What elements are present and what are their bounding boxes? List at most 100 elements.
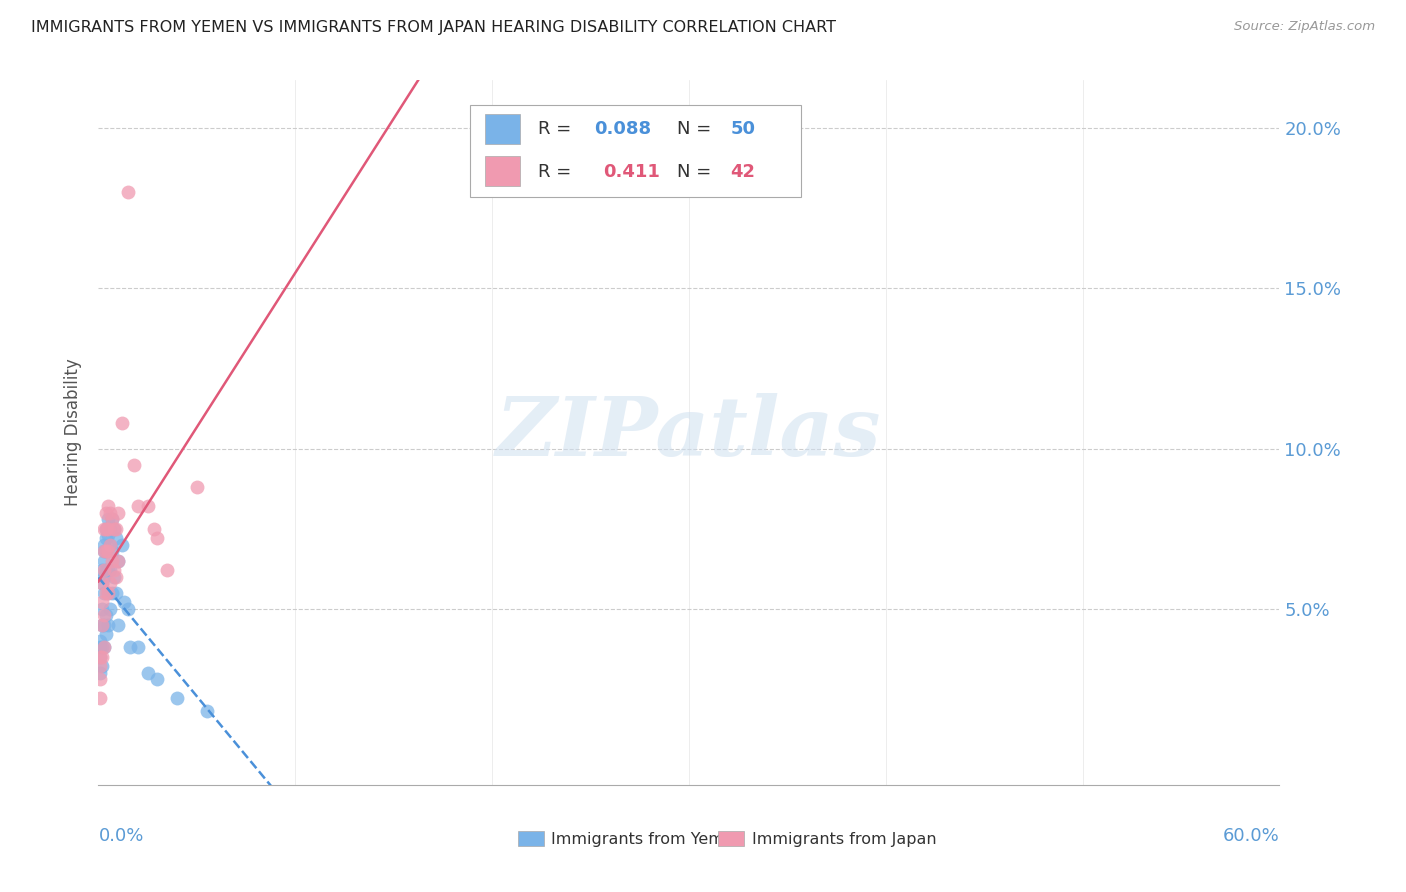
Point — [107, 506, 129, 520]
FancyBboxPatch shape — [718, 830, 744, 847]
Point — [103, 563, 125, 577]
FancyBboxPatch shape — [471, 105, 801, 196]
Point — [89, 633, 111, 648]
Text: 0.411: 0.411 — [603, 162, 659, 181]
Point — [93, 640, 115, 655]
Point — [166, 691, 188, 706]
Point — [122, 458, 145, 472]
Point — [93, 586, 115, 600]
Point — [136, 500, 159, 514]
Text: 0.088: 0.088 — [595, 120, 651, 138]
Point — [186, 480, 208, 494]
Point — [111, 416, 134, 430]
Point — [91, 576, 114, 591]
Point — [107, 554, 129, 568]
Text: 60.0%: 60.0% — [1223, 827, 1279, 846]
Point — [97, 586, 120, 600]
Point — [89, 649, 111, 664]
Text: N =: N = — [678, 120, 717, 138]
Point — [105, 586, 128, 600]
Point — [103, 570, 125, 584]
Point — [89, 659, 111, 673]
Point — [101, 554, 124, 568]
Point — [93, 563, 115, 577]
Point — [105, 522, 128, 536]
Point — [89, 640, 111, 655]
Point — [105, 570, 128, 584]
Text: N =: N = — [678, 162, 717, 181]
Point — [97, 512, 120, 526]
Point — [89, 649, 111, 664]
Point — [96, 506, 118, 520]
Point — [103, 522, 125, 536]
FancyBboxPatch shape — [485, 114, 520, 144]
Point — [91, 563, 114, 577]
Point — [89, 665, 111, 680]
Point — [142, 522, 165, 536]
Point — [101, 544, 124, 558]
Point — [97, 586, 120, 600]
Point — [101, 512, 124, 526]
Point — [89, 691, 111, 706]
Point — [136, 665, 159, 680]
Point — [118, 640, 141, 655]
Point — [96, 586, 118, 600]
Point — [91, 617, 114, 632]
Point — [91, 601, 114, 615]
Point — [91, 659, 114, 673]
Point — [97, 563, 120, 577]
Point — [96, 627, 118, 641]
Point — [91, 576, 114, 591]
Point — [93, 608, 115, 623]
Point — [97, 544, 120, 558]
Text: 0.0%: 0.0% — [98, 827, 143, 846]
Point — [96, 563, 118, 577]
Text: IMMIGRANTS FROM YEMEN VS IMMIGRANTS FROM JAPAN HEARING DISABILITY CORRELATION CH: IMMIGRANTS FROM YEMEN VS IMMIGRANTS FROM… — [31, 20, 837, 35]
Text: 50: 50 — [730, 120, 755, 138]
Point — [103, 522, 125, 536]
Text: 42: 42 — [730, 162, 755, 181]
Text: R =: R = — [537, 162, 582, 181]
Point — [107, 554, 129, 568]
Point — [93, 544, 115, 558]
Point — [96, 608, 118, 623]
Point — [93, 544, 115, 558]
Text: Immigrants from Japan: Immigrants from Japan — [752, 832, 936, 847]
Point — [97, 617, 120, 632]
Point — [146, 673, 169, 687]
Text: Source: ZipAtlas.com: Source: ZipAtlas.com — [1234, 20, 1375, 33]
Text: ZIPatlas: ZIPatlas — [496, 392, 882, 473]
Point — [93, 617, 115, 632]
Point — [156, 563, 179, 577]
FancyBboxPatch shape — [517, 830, 544, 847]
Point — [91, 595, 114, 609]
Point — [93, 640, 115, 655]
Point — [101, 586, 124, 600]
Text: R =: R = — [537, 120, 576, 138]
Point — [107, 617, 129, 632]
Point — [98, 538, 121, 552]
Point — [98, 538, 121, 552]
Point — [96, 522, 118, 536]
Point — [91, 617, 114, 632]
Point — [127, 500, 149, 514]
Point — [127, 640, 149, 655]
Point — [93, 538, 115, 552]
Point — [97, 528, 120, 542]
Point — [89, 673, 111, 687]
Point — [98, 506, 121, 520]
Y-axis label: Hearing Disability: Hearing Disability — [65, 359, 83, 507]
Point — [97, 500, 120, 514]
Point — [98, 563, 121, 577]
Point — [96, 532, 118, 546]
Point — [117, 601, 139, 615]
Point — [93, 570, 115, 584]
Text: Immigrants from Yemen: Immigrants from Yemen — [551, 832, 744, 847]
Point — [112, 595, 135, 609]
Point — [98, 601, 121, 615]
Point — [91, 640, 114, 655]
FancyBboxPatch shape — [485, 156, 520, 186]
Point — [101, 512, 124, 526]
Point — [146, 532, 169, 546]
Point — [105, 532, 128, 546]
